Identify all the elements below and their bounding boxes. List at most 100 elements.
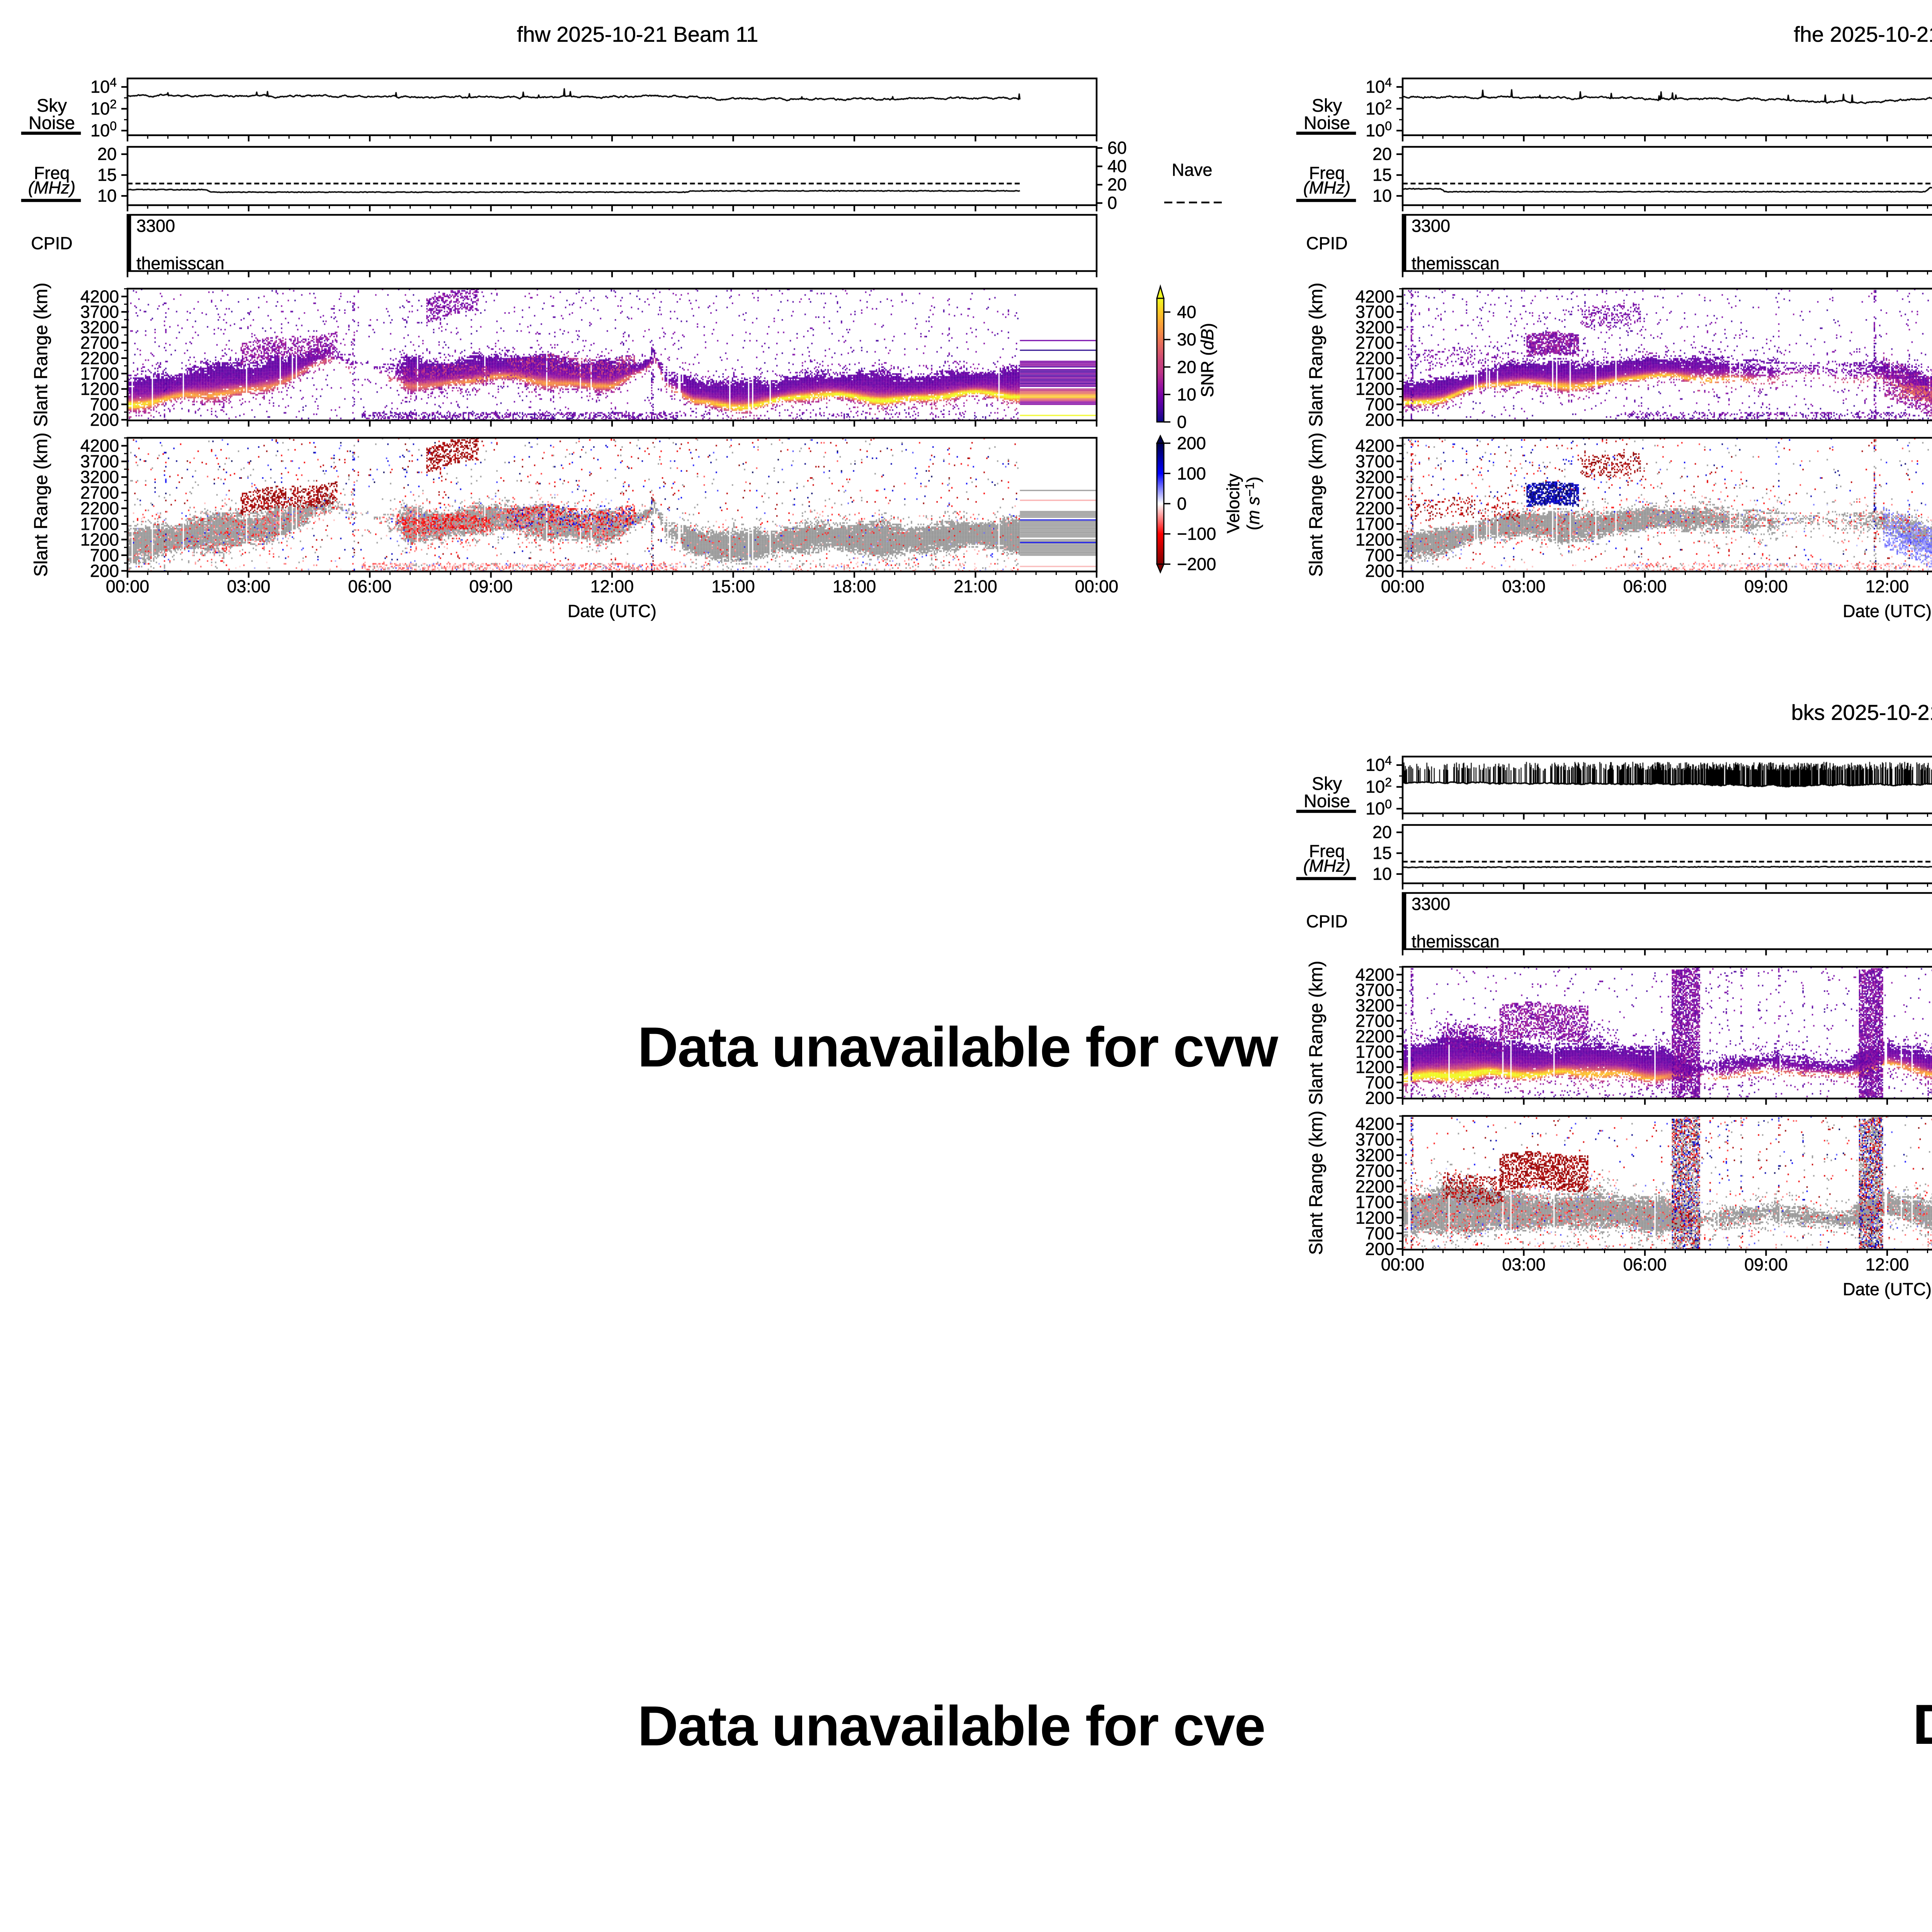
svg-text:10: 10 <box>1372 186 1392 206</box>
svg-text:3700: 3700 <box>1355 980 1394 1000</box>
svg-text:10: 10 <box>97 186 117 206</box>
svg-text:2200: 2200 <box>80 498 119 518</box>
svg-text:CPID: CPID <box>1306 233 1348 253</box>
svg-text:−200: −200 <box>1177 554 1216 574</box>
svg-text:Noise: Noise <box>1304 791 1350 811</box>
svg-text:2200: 2200 <box>1355 1177 1394 1196</box>
svg-text:00:00: 00:00 <box>1381 1255 1425 1274</box>
svg-text:3200: 3200 <box>1355 996 1394 1015</box>
svg-text:1200: 1200 <box>80 530 119 549</box>
svg-text:1200: 1200 <box>1355 530 1394 549</box>
svg-text:3700: 3700 <box>80 302 119 322</box>
svg-text:2700: 2700 <box>80 483 119 503</box>
svg-text:100: 100 <box>1366 119 1392 140</box>
svg-text:700: 700 <box>1365 1223 1394 1243</box>
svg-text:−100: −100 <box>1177 524 1216 544</box>
svg-text:15: 15 <box>1372 843 1392 863</box>
svg-text:3200: 3200 <box>1355 1145 1394 1165</box>
svg-text:Slant Range (km): Slant Range (km) <box>1306 432 1327 577</box>
svg-text:06:00: 06:00 <box>1623 1255 1667 1274</box>
svg-text:Date (UTC): Date (UTC) <box>1843 601 1932 621</box>
svg-text:700: 700 <box>1365 395 1394 414</box>
svg-text:bks 2025-10-21 Beam 15: bks 2025-10-21 Beam 15 <box>1791 700 1932 724</box>
svg-text:0: 0 <box>1177 412 1187 432</box>
svg-text:1700: 1700 <box>1355 1042 1394 1061</box>
svg-text:700: 700 <box>1365 545 1394 565</box>
svg-text:Freq: Freq <box>1309 841 1345 861</box>
svg-text:15:00: 15:00 <box>711 577 755 596</box>
svg-text:10: 10 <box>1372 864 1392 884</box>
svg-text:CPID: CPID <box>1306 912 1348 931</box>
svg-text:30: 30 <box>1177 330 1196 349</box>
svg-text:Noise: Noise <box>1304 112 1350 133</box>
svg-text:100: 100 <box>1177 464 1206 483</box>
svg-text:Freq: Freq <box>1309 163 1345 183</box>
svg-text:Sky: Sky <box>1312 773 1342 794</box>
svg-text:200: 200 <box>1365 410 1394 430</box>
svg-text:200: 200 <box>90 410 119 430</box>
svg-text:700: 700 <box>1365 1073 1394 1092</box>
svg-text:Freq: Freq <box>34 163 70 183</box>
svg-text:3700: 3700 <box>1355 1130 1394 1150</box>
svg-text:0: 0 <box>1177 494 1187 514</box>
svg-text:themisscan: themisscan <box>1412 932 1500 951</box>
svg-text:102: 102 <box>1366 97 1392 119</box>
svg-text:2700: 2700 <box>1355 333 1394 353</box>
svg-text:(MHz): (MHz) <box>1303 856 1350 876</box>
svg-text:200: 200 <box>1365 1088 1394 1108</box>
svg-text:4200: 4200 <box>1355 1114 1394 1134</box>
svg-text:Nave: Nave <box>1172 160 1212 180</box>
svg-text:4200: 4200 <box>80 436 119 456</box>
svg-text:200: 200 <box>90 561 119 581</box>
svg-text:00:00: 00:00 <box>106 577 150 596</box>
svg-text:00:00: 00:00 <box>1381 577 1425 596</box>
svg-text:03:00: 03:00 <box>227 577 270 596</box>
svg-text:2200: 2200 <box>1355 1026 1394 1046</box>
svg-text:2200: 2200 <box>80 348 119 368</box>
svg-text:104: 104 <box>1366 75 1392 97</box>
svg-text:1700: 1700 <box>1355 514 1394 534</box>
svg-text:3200: 3200 <box>1355 318 1394 337</box>
svg-text:20: 20 <box>97 144 117 164</box>
svg-text:102: 102 <box>1366 776 1392 797</box>
svg-text:21:00: 21:00 <box>954 577 997 596</box>
svg-text:1700: 1700 <box>1355 364 1394 383</box>
svg-text:102: 102 <box>90 97 117 119</box>
svg-text:3700: 3700 <box>80 452 119 471</box>
svg-text:2700: 2700 <box>80 333 119 353</box>
svg-text:06:00: 06:00 <box>348 577 392 596</box>
svg-text:18:00: 18:00 <box>833 577 876 596</box>
svg-text:4200: 4200 <box>1355 965 1394 985</box>
svg-text:12:00: 12:00 <box>1866 1255 1909 1274</box>
svg-text:1200: 1200 <box>1355 1208 1394 1228</box>
svg-text:20: 20 <box>1372 144 1392 164</box>
svg-text:700: 700 <box>90 545 119 565</box>
svg-text:Date (UTC): Date (UTC) <box>568 601 656 621</box>
svg-text:06:00: 06:00 <box>1623 577 1667 596</box>
svg-text:1700: 1700 <box>80 514 119 534</box>
svg-text:03:00: 03:00 <box>1502 577 1546 596</box>
svg-text:09:00: 09:00 <box>1744 1255 1788 1274</box>
svg-text:10: 10 <box>1177 384 1196 404</box>
svg-text:themisscan: themisscan <box>136 253 224 273</box>
svg-text:104: 104 <box>90 75 117 97</box>
svg-text:03:00: 03:00 <box>1502 1255 1546 1274</box>
svg-text:1200: 1200 <box>80 379 119 399</box>
svg-text:15: 15 <box>1372 165 1392 185</box>
svg-text:700: 700 <box>90 395 119 414</box>
svg-text:1700: 1700 <box>80 364 119 383</box>
svg-text:40: 40 <box>1107 156 1127 176</box>
svg-text:Slant Range (km): Slant Range (km) <box>1306 1111 1327 1255</box>
svg-text:1200: 1200 <box>1355 1057 1394 1077</box>
svg-text:12:00: 12:00 <box>590 577 634 596</box>
svg-text:Sky: Sky <box>1312 95 1342 116</box>
svg-text:2700: 2700 <box>1355 483 1394 503</box>
svg-text:4200: 4200 <box>1355 436 1394 456</box>
svg-text:2200: 2200 <box>1355 348 1394 368</box>
svg-text:fhe 2025-10-21 Beam 11: fhe 2025-10-21 Beam 11 <box>1794 22 1932 46</box>
svg-text:fhw 2025-10-21 Beam 11: fhw 2025-10-21 Beam 11 <box>517 22 759 46</box>
svg-text:(MHz): (MHz) <box>1303 178 1350 197</box>
svg-text:Noise: Noise <box>29 112 75 133</box>
svg-text:3200: 3200 <box>80 467 119 487</box>
svg-text:Sky: Sky <box>37 95 67 116</box>
